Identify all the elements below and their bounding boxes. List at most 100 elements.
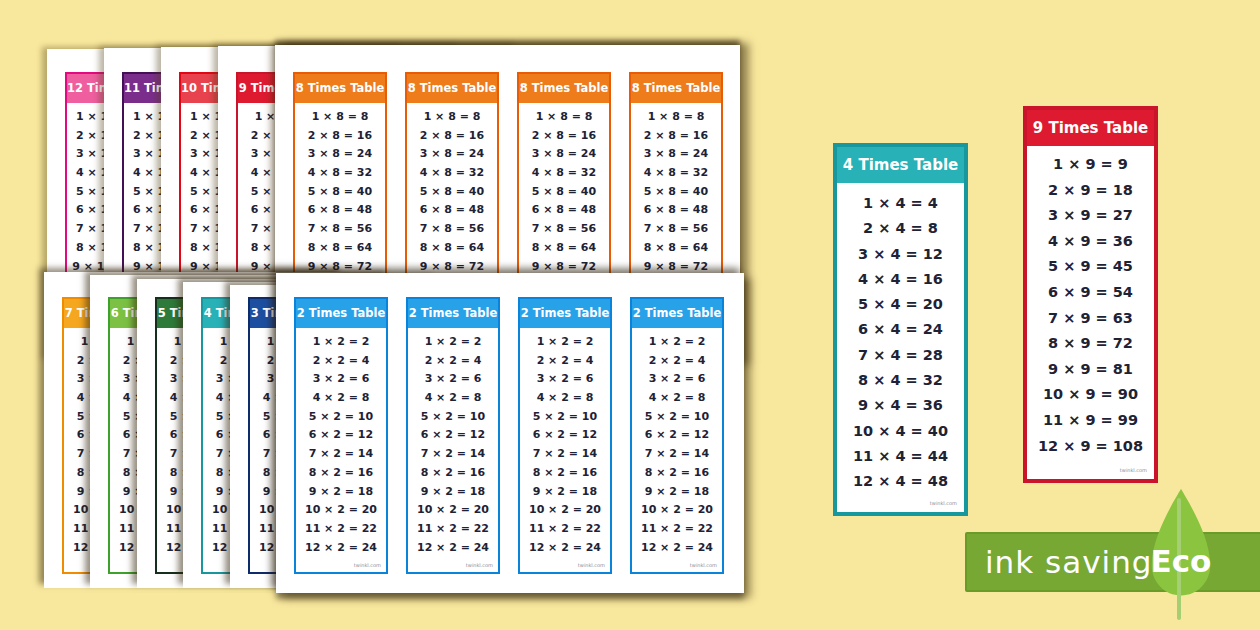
strip-header-label: 2 Times Table (408, 299, 498, 328)
times-table-row: 2 × 8 = 16 (519, 127, 609, 146)
times-table-row: 3 × 8 = 24 (631, 145, 721, 164)
times-table-row: 1 × 2 = 2 (520, 333, 610, 352)
strip-body: 1 × 2 = 22 × 2 = 43 × 2 = 64 × 2 = 85 × … (408, 328, 498, 557)
card-header-label: 9 Times Table (1027, 110, 1154, 146)
times-table-row: 7 × 2 = 14 (632, 445, 722, 464)
times-table-row: 11 × 2 = 22 (632, 520, 722, 539)
times-table-row: 2 × 8 = 16 (631, 127, 721, 146)
times-table-strip-2: 2 Times Table1 × 2 = 22 × 2 = 43 × 2 = 6… (406, 297, 500, 574)
times-table-row: 1 × 8 = 8 (295, 108, 385, 127)
times-table-row: 8 × 8 = 64 (295, 239, 385, 258)
strip-header-label: 2 Times Table (520, 299, 610, 328)
strip-header-label: 8 Times Table (631, 74, 721, 103)
times-table-row: 2 × 8 = 16 (295, 127, 385, 146)
ink-saving-label: ink saving (985, 534, 1153, 590)
times-table-row: 3 × 9 = 27 (1027, 203, 1154, 229)
times-table-row: 9 × 9 = 81 (1027, 357, 1154, 383)
times-table-row: 8 × 2 = 16 (520, 464, 610, 483)
times-table-row: 10 × 2 = 20 (520, 501, 610, 520)
times-table-row: 3 × 8 = 24 (407, 145, 497, 164)
times-table-row: 6 × 2 = 12 (632, 426, 722, 445)
times-table-row: 2 × 2 = 4 (296, 352, 386, 371)
times-table-row: 1 × 8 = 8 (631, 108, 721, 127)
times-table-row: 1 × 2 = 2 (296, 333, 386, 352)
times-table-row: 3 × 8 = 24 (519, 145, 609, 164)
times-table-row: 12 × 2 = 24 (296, 539, 386, 558)
times-table-row: 10 × 4 = 40 (837, 419, 964, 444)
times-table-row: 11 × 2 = 22 (296, 520, 386, 539)
times-table-row: 1 × 2 = 2 (632, 333, 722, 352)
times-table-row: 7 × 8 = 56 (519, 220, 609, 239)
times-table-row: 4 × 8 = 32 (631, 164, 721, 183)
times-table-row: 9 × 2 = 18 (408, 483, 498, 502)
times-table-row: 8 × 8 = 64 (407, 239, 497, 258)
times-table-row: 6 × 2 = 12 (408, 426, 498, 445)
watermark: twinkl.com (690, 562, 717, 568)
times-table-strip-2: 2 Times Table1 × 2 = 22 × 2 = 43 × 2 = 6… (294, 297, 388, 574)
times-table-row: 12 × 2 = 24 (408, 539, 498, 558)
watermark: twinkl.com (1120, 467, 1147, 473)
times-table-row: 4 × 8 = 32 (295, 164, 385, 183)
times-table-row: 11 × 2 = 22 (520, 520, 610, 539)
times-table-row: 7 × 4 = 28 (837, 343, 964, 368)
times-table-row: 5 × 8 = 40 (295, 183, 385, 202)
times-table-row: 11 × 2 = 22 (408, 520, 498, 539)
times-table-row: 2 × 2 = 4 (520, 352, 610, 371)
times-table-row: 3 × 4 = 12 (837, 242, 964, 267)
strip-header-label: 2 Times Table (632, 299, 722, 328)
times-table-row: 12 × 2 = 24 (632, 539, 722, 558)
times-table-row: 10 × 9 = 90 (1027, 382, 1154, 408)
times-table-row: 5 × 2 = 10 (632, 408, 722, 427)
times-table-row: 5 × 2 = 10 (408, 408, 498, 427)
times-table-row: 3 × 2 = 6 (296, 370, 386, 389)
watermark: twinkl.com (354, 562, 381, 568)
product-preview: 12 Times Table1 × 12 = 122 × 12 = 243 × … (0, 0, 1260, 630)
times-table-row: 4 × 2 = 8 (632, 389, 722, 408)
times-table-row: 8 × 8 = 64 (631, 239, 721, 258)
strip-header-label: 2 Times Table (296, 299, 386, 328)
times-table-card-4: 4 Times Table1 × 4 = 42 × 4 = 83 × 4 = 1… (833, 143, 968, 516)
times-table-row: 10 × 2 = 20 (632, 501, 722, 520)
eco-label: Eco (1146, 543, 1216, 579)
worksheet-page: 2 Times Table1 × 2 = 22 × 2 = 43 × 2 = 6… (276, 273, 744, 593)
times-table-row: 9 × 4 = 36 (837, 393, 964, 418)
times-table-row: 12 × 2 = 24 (520, 539, 610, 558)
times-table-row: 10 × 2 = 20 (296, 501, 386, 520)
times-table-row: 5 × 2 = 10 (520, 408, 610, 427)
times-table-row: 6 × 4 = 24 (837, 317, 964, 342)
times-table-row: 7 × 9 = 63 (1027, 306, 1154, 332)
times-table-row: 7 × 8 = 56 (295, 220, 385, 239)
times-table-row: 6 × 2 = 12 (296, 426, 386, 445)
times-table-row: 9 × 2 = 18 (296, 483, 386, 502)
times-table-row: 8 × 4 = 32 (837, 368, 964, 393)
times-table-row: 3 × 2 = 6 (632, 370, 722, 389)
times-table-row: 6 × 9 = 54 (1027, 280, 1154, 306)
strip-body: 1 × 2 = 22 × 2 = 43 × 2 = 64 × 2 = 85 × … (296, 328, 386, 557)
times-table-row: 11 × 9 = 99 (1027, 408, 1154, 434)
times-table-row: 2 × 4 = 8 (837, 216, 964, 241)
times-table-row: 6 × 8 = 48 (295, 201, 385, 220)
times-table-row: 6 × 2 = 12 (520, 426, 610, 445)
times-table-row: 2 × 8 = 16 (407, 127, 497, 146)
strip-body: 1 × 2 = 22 × 2 = 43 × 2 = 64 × 2 = 85 × … (520, 328, 610, 557)
times-table-row: 7 × 2 = 14 (296, 445, 386, 464)
times-table-row: 8 × 8 = 64 (519, 239, 609, 258)
card-body: 1 × 9 = 92 × 9 = 183 × 9 = 274 × 9 = 365… (1027, 146, 1154, 459)
times-table-row: 1 × 4 = 4 (837, 191, 964, 216)
watermark: twinkl.com (930, 500, 957, 506)
times-table-row: 5 × 8 = 40 (519, 183, 609, 202)
times-table-row: 4 × 9 = 36 (1027, 229, 1154, 255)
times-table-row: 6 × 8 = 48 (631, 201, 721, 220)
times-table-row: 12 × 9 = 108 (1027, 434, 1154, 460)
times-table-row: 2 × 2 = 4 (632, 352, 722, 371)
times-table-strip-2: 2 Times Table 1 × 2 = 22 × 2 = 43 × 2 = 6… (630, 297, 724, 574)
strip-header-label: 8 Times Table (519, 74, 609, 103)
watermark: twinkl.com (578, 562, 605, 568)
times-table-row: 3 × 2 = 6 (408, 370, 498, 389)
times-table-row: 1 × 8 = 8 (407, 108, 497, 127)
times-table-strip-2: 2 Times Table1 × 2 = 22 × 2 = 43 × 2 = 6… (518, 297, 612, 574)
times-table-row: 4 × 2 = 8 (408, 389, 498, 408)
times-table-row: 7 × 2 = 14 (408, 445, 498, 464)
times-table-row: 1 × 2 = 2 (408, 333, 498, 352)
times-table-row: 4 × 8 = 32 (519, 164, 609, 183)
